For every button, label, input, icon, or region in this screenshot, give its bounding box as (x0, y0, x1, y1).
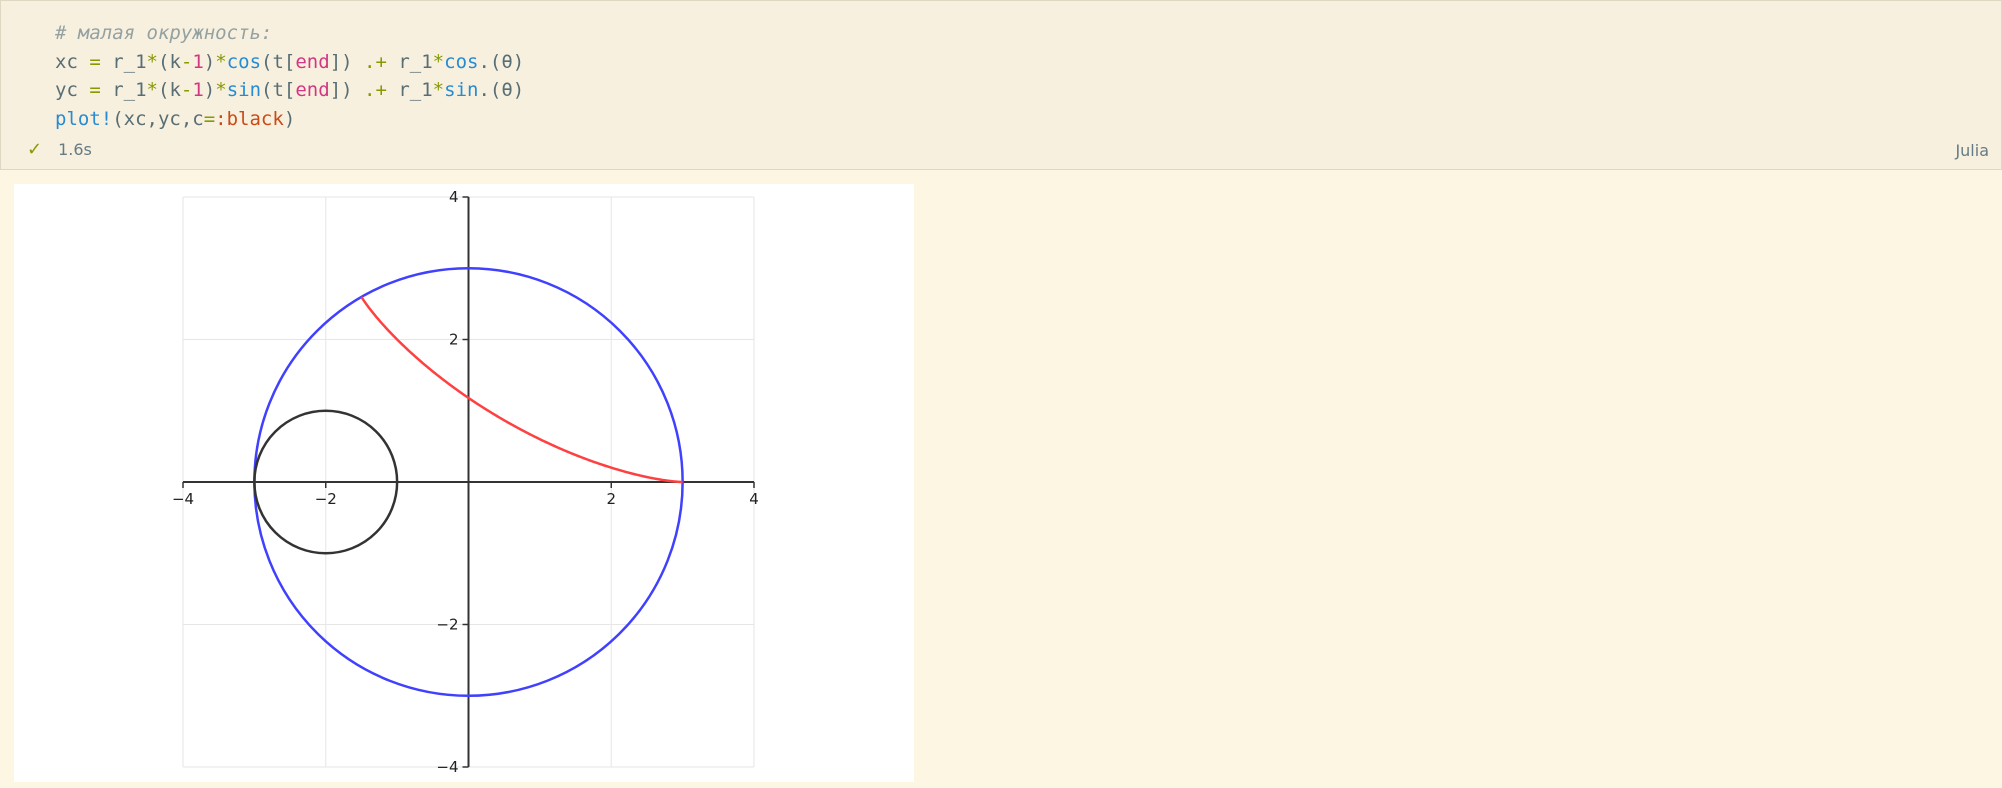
code-token: cos (226, 50, 262, 73)
code-token: plot! (55, 107, 113, 130)
code-token: .(θ) (478, 79, 525, 101)
y-tick-label: −4 (436, 758, 458, 776)
code-token: = (203, 107, 216, 130)
x-tick-label: −2 (315, 490, 337, 508)
code-token: = (89, 50, 101, 73)
code-token: ) (203, 79, 216, 101)
code-token: * (215, 50, 227, 73)
code-token: ) (283, 107, 296, 130)
code-token: # малая окружность: (55, 22, 273, 44)
code-token: cos (444, 50, 479, 73)
code-token: end (295, 50, 330, 73)
curves (253, 267, 684, 697)
code-token: * (432, 50, 445, 73)
code-token: .+ (364, 50, 387, 73)
code-token: (xc,yc,c (112, 107, 204, 130)
code-token: r_1 (386, 50, 433, 73)
code-token: r_1 (100, 50, 147, 73)
code-token: sin (226, 79, 262, 101)
small-circle (253, 409, 399, 555)
code-token: (k (158, 50, 181, 73)
code-token: - (180, 50, 193, 73)
code-token: (t[ (261, 79, 296, 101)
code-token: ]) (329, 50, 365, 73)
y-tick-label: 2 (449, 331, 459, 349)
execution-status: ✓ 1.6s (27, 139, 92, 160)
code-line[interactable]: plot!(xc,yc,c=:black) (55, 105, 524, 134)
code-token: * (146, 50, 158, 73)
y-tick-label: −2 (436, 616, 458, 634)
y-tick-label: 4 (449, 188, 459, 206)
hypocycloid-arc (360, 296, 683, 484)
code-token: .+ (364, 79, 387, 101)
code-cell[interactable]: # малая окружность: xc = r_1*(k-1)*cos(t[… (0, 0, 2002, 170)
code-token: * (146, 79, 158, 101)
code-token: * (432, 79, 445, 101)
cell-language-label[interactable]: Julia (1955, 141, 1989, 160)
code-token: :black (215, 107, 284, 130)
code-token: 1 (192, 50, 204, 73)
code-token: .(θ) (478, 50, 525, 73)
x-tick-label: 2 (606, 490, 616, 508)
plot-svg: −4 −2 2 4 4 2 −2 −4 (172, 188, 759, 776)
code-token: sin (444, 79, 479, 101)
code-line[interactable]: yc = r_1*(k-1)*sin(t[end]) .+ r_1*sin.(θ… (55, 76, 524, 105)
code-token: yc (55, 79, 90, 101)
axes (182, 196, 755, 768)
code-token: xc (55, 50, 90, 73)
code-token: ) (203, 50, 216, 73)
execution-time: 1.6s (58, 140, 92, 159)
code-token: ]) (329, 79, 365, 101)
code-line[interactable]: # малая окружность: (55, 19, 524, 48)
x-tick-label: 4 (749, 490, 759, 508)
code-token: = (89, 79, 101, 101)
tick-labels: −4 −2 2 4 4 2 −2 −4 (172, 188, 759, 776)
code-token: - (180, 79, 193, 101)
code-token: end (295, 79, 330, 101)
code-editor[interactable]: # малая окружность: xc = r_1*(k-1)*cos(t[… (55, 19, 524, 133)
x-tick-label: −4 (172, 490, 194, 508)
code-token: r_1 (100, 79, 147, 101)
check-icon: ✓ (27, 139, 43, 160)
code-token: (t[ (261, 50, 296, 73)
plot-output: −4 −2 2 4 4 2 −2 −4 (14, 184, 914, 782)
code-token: r_1 (386, 79, 433, 101)
code-token: * (215, 79, 227, 101)
code-line[interactable]: xc = r_1*(k-1)*cos(t[end]) .+ r_1*cos.(θ… (55, 48, 524, 77)
code-token: (k (158, 79, 181, 101)
code-token: 1 (192, 79, 204, 101)
